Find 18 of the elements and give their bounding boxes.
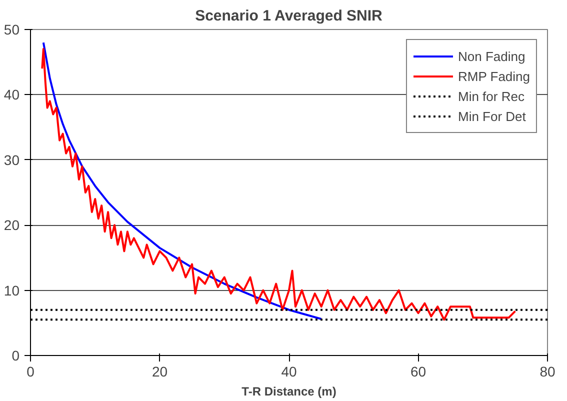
- y-tick-label: 20: [4, 217, 20, 234]
- y-tick-label: 10: [4, 282, 20, 298]
- legend-label: Non Fading: [458, 48, 526, 64]
- line-series: [42, 42, 322, 320]
- legend-label: Min for Rec: [458, 88, 524, 104]
- legend-label: RMP Fading: [458, 68, 530, 84]
- x-tick-label: 20: [152, 364, 168, 380]
- x-tick-label: 60: [410, 364, 426, 380]
- chart-title: Scenario 1 Averaged SNIR: [195, 8, 383, 24]
- y-tick-label: 30: [4, 152, 20, 168]
- y-tick-label: 50: [4, 22, 20, 38]
- y-tick-label: 0: [12, 348, 20, 364]
- x-tick-label: 0: [26, 364, 35, 380]
- x-tick-label: 80: [540, 364, 556, 380]
- y-tick-label: 40: [4, 86, 20, 103]
- x-tick-label: 40: [281, 364, 297, 380]
- x-axis-title: T-R Distance (m): [242, 384, 336, 398]
- legend-label: Min For Det: [458, 108, 526, 124]
